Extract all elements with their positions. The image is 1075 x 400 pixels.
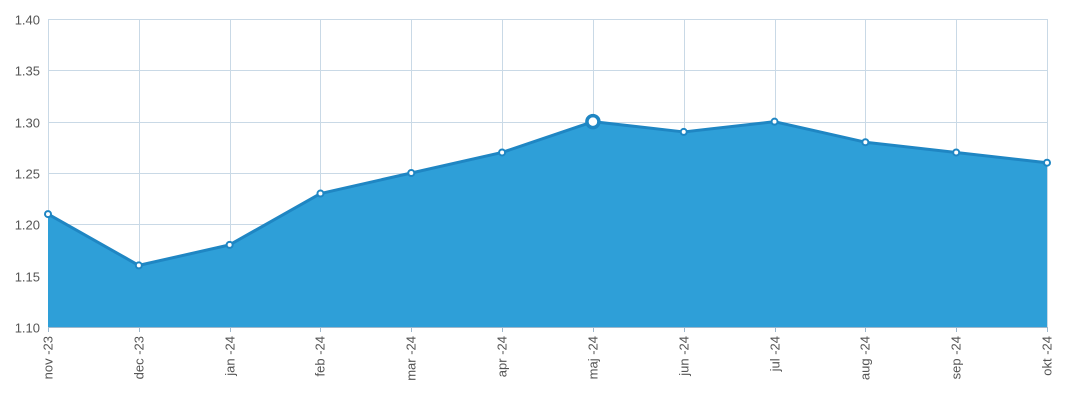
data-point — [1043, 158, 1051, 167]
data-point — [498, 148, 507, 157]
data-point — [861, 138, 870, 147]
x-tick-label: nov -23 — [41, 336, 56, 379]
data-point — [225, 240, 234, 249]
x-tick-label: dec -23 — [132, 336, 147, 379]
x-tick-label: okt -24 — [1040, 336, 1055, 376]
tick-labels: 1.10 1.15 1.20 1.25 1.30 1.35 1.40 nov -23 dec -… — [15, 13, 1055, 381]
y-tick-label: 1.15 — [15, 270, 40, 285]
x-tick-label: jul -24 — [768, 336, 783, 372]
data-points — [44, 113, 1051, 270]
data-point — [44, 210, 52, 219]
y-tick-label: 1.35 — [15, 64, 40, 79]
x-tick-label: jan -24 — [223, 336, 238, 377]
y-tick-label: 1.30 — [15, 116, 40, 131]
y-tick-label: 1.40 — [15, 13, 40, 28]
y-tick-label: 1.20 — [15, 218, 40, 233]
data-point — [134, 261, 143, 270]
data-point — [407, 169, 416, 177]
axes — [48, 327, 1048, 332]
data-point — [770, 117, 779, 126]
x-tick-label: sep -24 — [949, 336, 964, 379]
x-tick-label: apr -24 — [495, 336, 510, 377]
y-tick-label: 1.25 — [15, 167, 40, 182]
data-point — [679, 127, 688, 136]
series-line — [47, 120, 1048, 267]
data-point — [316, 189, 325, 198]
x-tick-label: jun -24 — [677, 336, 692, 377]
data-point — [952, 148, 961, 157]
x-tick-label: feb -24 — [313, 336, 328, 376]
x-tick-label: maj -24 — [586, 336, 601, 379]
x-tick-label: aug -24 — [858, 336, 873, 380]
data-point-highlight — [585, 113, 601, 130]
area-layer — [47, 120, 1048, 328]
area-fill — [48, 121, 1047, 328]
x-tick-label: mar -24 — [404, 336, 419, 381]
y-tick-label: 1.10 — [15, 321, 40, 336]
